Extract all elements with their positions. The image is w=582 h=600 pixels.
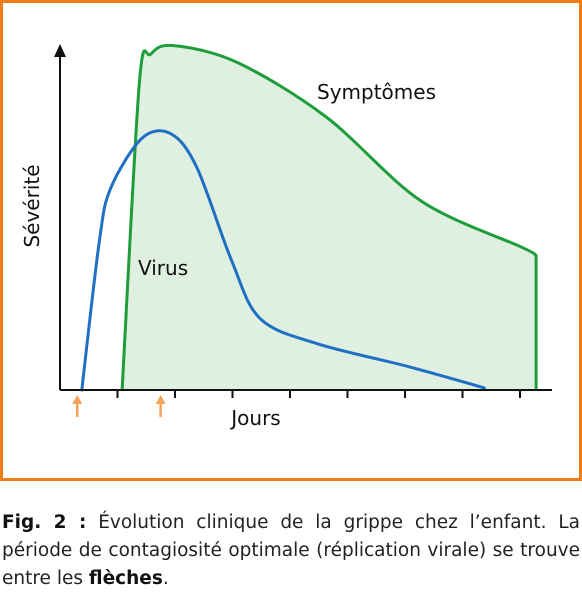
caption-end: . xyxy=(162,568,169,589)
chart-frame: Sévérité Jours Symptômes Virus xyxy=(0,0,582,481)
frame-border xyxy=(0,0,582,481)
caption-figure-label: Fig. 2 : xyxy=(2,512,87,533)
virus-line xyxy=(80,129,486,392)
y-axis-arrowhead xyxy=(54,44,66,57)
contagion-arrows xyxy=(72,395,166,417)
caption-bold-word: flèches xyxy=(88,568,163,589)
y-axis-label: Sévérité xyxy=(20,164,44,247)
series-label-virus: Virus xyxy=(138,256,188,280)
series-label-symptomes: Symptômes xyxy=(317,80,436,104)
contagion-arrow xyxy=(155,395,166,417)
chart-canvas: Sévérité Jours Symptômes Virus xyxy=(0,0,582,481)
x-ticks xyxy=(116,390,521,398)
caption-text: Évolution clinique de la grippe chez l’e… xyxy=(2,512,580,589)
figure-caption: Fig. 2 : Évolution clinique de la grippe… xyxy=(2,509,580,593)
contagion-arrow xyxy=(72,395,83,417)
symptomes-area xyxy=(122,45,537,390)
symptomes-line xyxy=(120,43,538,391)
x-axis-label: Jours xyxy=(229,406,280,430)
